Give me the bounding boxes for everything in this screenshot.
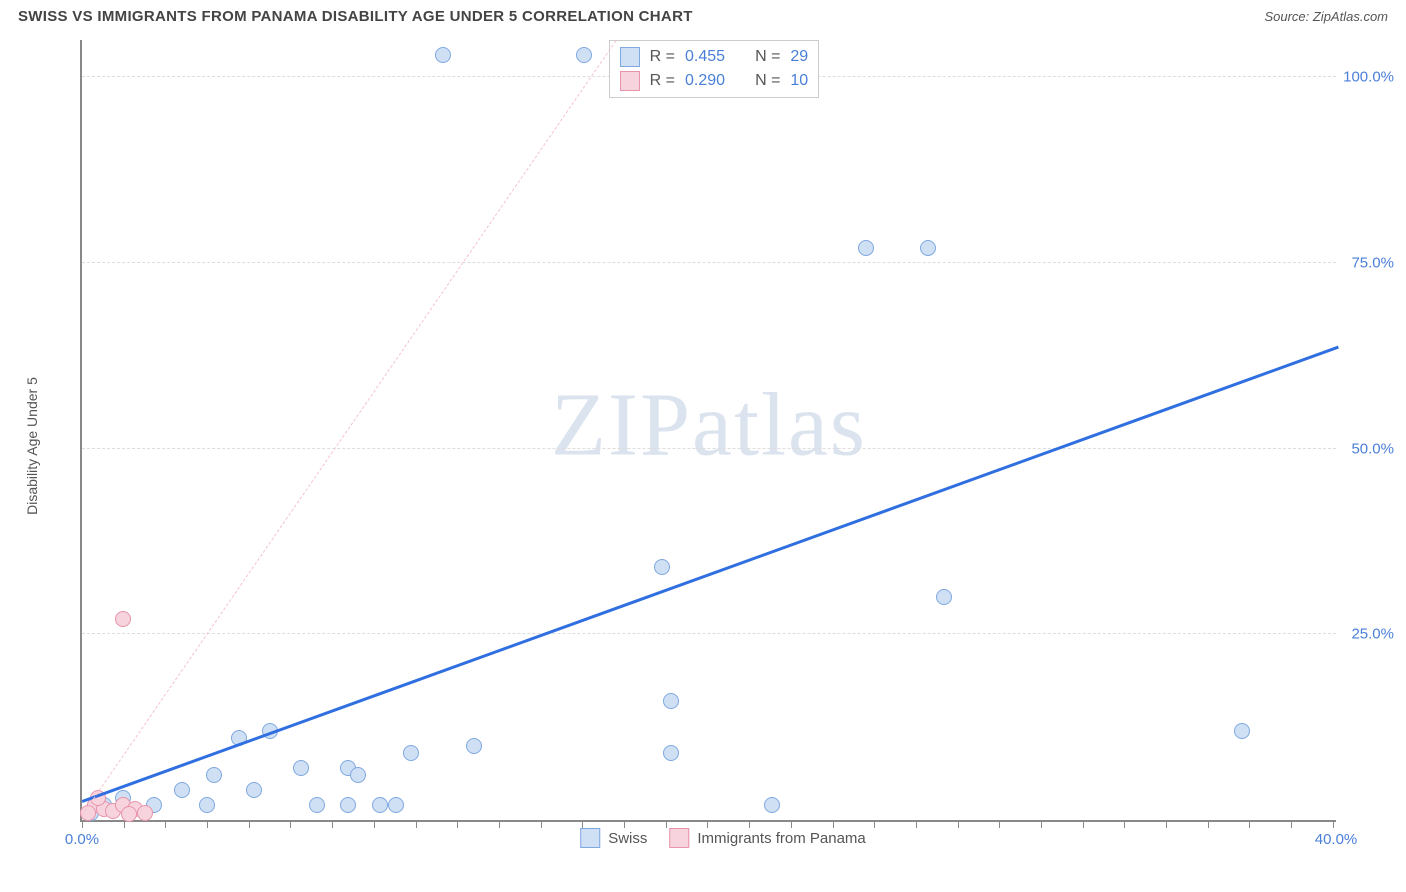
legend-item-panama: Immigrants from Panama <box>669 828 865 848</box>
data-point <box>663 693 679 709</box>
x-tick <box>707 820 708 828</box>
x-tick <box>332 820 333 828</box>
x-tick <box>1083 820 1084 828</box>
x-tick <box>82 820 83 828</box>
data-point <box>663 745 679 761</box>
chart-title: SWISS VS IMMIGRANTS FROM PANAMA DISABILI… <box>18 8 693 25</box>
x-tick <box>1249 820 1250 828</box>
data-point <box>309 797 325 813</box>
legend-bottom: Swiss Immigrants from Panama <box>580 828 866 848</box>
x-tick <box>165 820 166 828</box>
legend-stats-row: R = 0.290 N = 10 <box>620 69 809 93</box>
x-tick <box>499 820 500 828</box>
x-tick-label: 0.0% <box>65 831 99 848</box>
legend-swatch <box>620 47 640 67</box>
legend-label-panama: Immigrants from Panama <box>697 830 865 847</box>
x-tick <box>749 820 750 828</box>
data-point <box>340 797 356 813</box>
n-value: 29 <box>790 48 808 66</box>
swatch-panama <box>669 828 689 848</box>
data-point <box>206 767 222 783</box>
gridline-h <box>82 262 1336 263</box>
n-label: N = <box>755 72 780 90</box>
legend-stats-row: R = 0.455 N = 29 <box>620 45 809 69</box>
data-point <box>137 805 153 821</box>
trend-line <box>82 40 617 815</box>
r-value: 0.290 <box>685 72 725 90</box>
data-point <box>654 559 670 575</box>
data-point <box>764 797 780 813</box>
data-point <box>293 760 309 776</box>
data-point <box>858 240 874 256</box>
gridline-h <box>82 633 1336 634</box>
y-tick-label: 50.0% <box>1351 440 1394 457</box>
x-tick <box>1208 820 1209 828</box>
x-tick <box>1333 820 1334 828</box>
gridline-h <box>82 448 1336 449</box>
data-point <box>466 738 482 754</box>
x-tick-label: 40.0% <box>1315 831 1358 848</box>
x-tick <box>1041 820 1042 828</box>
x-tick <box>916 820 917 828</box>
x-tick <box>249 820 250 828</box>
data-point <box>199 797 215 813</box>
data-point <box>388 797 404 813</box>
data-point <box>576 47 592 63</box>
x-tick <box>666 820 667 828</box>
r-value: 0.455 <box>685 48 725 66</box>
x-tick <box>582 820 583 828</box>
data-point <box>121 806 137 822</box>
data-point <box>350 767 366 783</box>
x-tick <box>874 820 875 828</box>
plot-area: ZIPatlas 25.0%50.0%75.0%100.0%0.0%40.0%R… <box>80 40 1336 822</box>
data-point <box>936 589 952 605</box>
r-label: R = <box>650 72 675 90</box>
header: SWISS VS IMMIGRANTS FROM PANAMA DISABILI… <box>0 0 1406 25</box>
data-point <box>920 240 936 256</box>
source-label: Source: ZipAtlas.com <box>1264 9 1388 24</box>
y-tick-label: 75.0% <box>1351 254 1394 271</box>
x-tick <box>290 820 291 828</box>
legend-swatch <box>620 71 640 91</box>
watermark: ZIPatlas <box>551 373 867 476</box>
y-tick-label: 100.0% <box>1343 69 1394 86</box>
x-tick <box>958 820 959 828</box>
r-label: R = <box>650 48 675 66</box>
swatch-swiss <box>580 828 600 848</box>
y-tick-label: 25.0% <box>1351 626 1394 643</box>
legend-stats: R = 0.455 N = 29 R = 0.290 N = 10 <box>609 40 820 98</box>
x-tick <box>791 820 792 828</box>
x-tick <box>457 820 458 828</box>
x-tick <box>416 820 417 828</box>
x-tick <box>1291 820 1292 828</box>
x-tick <box>207 820 208 828</box>
legend-item-swiss: Swiss <box>580 828 647 848</box>
x-tick <box>1166 820 1167 828</box>
trend-line <box>82 345 1339 802</box>
data-point <box>246 782 262 798</box>
x-tick <box>624 820 625 828</box>
legend-label-swiss: Swiss <box>608 830 647 847</box>
x-tick <box>541 820 542 828</box>
n-value: 10 <box>790 72 808 90</box>
x-tick <box>999 820 1000 828</box>
n-label: N = <box>755 48 780 66</box>
x-tick <box>833 820 834 828</box>
x-tick <box>1124 820 1125 828</box>
data-point <box>435 47 451 63</box>
data-point <box>115 611 131 627</box>
data-point <box>403 745 419 761</box>
x-tick <box>374 820 375 828</box>
chart-container: Disability Age Under 5 ZIPatlas 25.0%50.… <box>50 40 1396 852</box>
y-axis-label: Disability Age Under 5 <box>24 377 40 515</box>
data-point <box>1234 723 1250 739</box>
data-point <box>372 797 388 813</box>
data-point <box>174 782 190 798</box>
